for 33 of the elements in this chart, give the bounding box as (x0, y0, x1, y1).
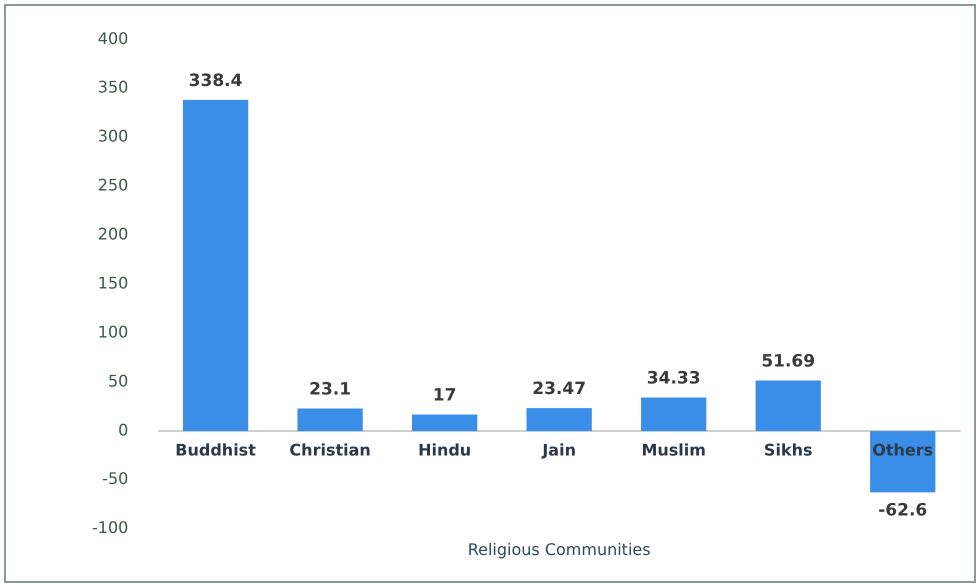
bar (182, 100, 248, 432)
data-label: 338.4 (188, 70, 243, 91)
y-tick-label: 50 (108, 371, 128, 390)
x-tick-label: Sikhs (764, 440, 812, 460)
data-label: 51.69 (761, 351, 816, 372)
bar (870, 431, 936, 492)
y-tick-label: 250 (98, 176, 128, 195)
x-tick-label: Jain (541, 440, 576, 460)
y-tick-label: 200 (98, 224, 128, 244)
data-label: 23.47 (532, 379, 586, 400)
x-tick-label: Others (872, 440, 934, 460)
y-tick-label: 100 (98, 322, 128, 342)
y-tick-label: -50 (102, 469, 128, 488)
bar (412, 414, 478, 432)
y-tick-label: 400 (98, 28, 128, 48)
y-tick-label: -100 (92, 518, 128, 538)
data-label: 17 (432, 385, 456, 406)
y-tick-label: 0 (118, 420, 128, 440)
bar (641, 398, 706, 432)
data-label: 23.1 (309, 379, 352, 400)
bar (297, 408, 363, 432)
bar (526, 408, 592, 432)
y-tick-label: 350 (98, 78, 128, 97)
y-tick-label: 150 (98, 273, 128, 292)
x-tick-label: Buddhist (175, 440, 256, 460)
x-tick-label: Hindu (418, 440, 472, 460)
y-tick-label: 300 (98, 126, 128, 146)
data-label: 34.33 (646, 368, 701, 388)
x-tick-label: Muslim (641, 440, 706, 460)
x-axis-title: Religious Communities (468, 540, 651, 560)
x-tick-label: Christian (289, 440, 371, 460)
data-label: -62.6 (878, 500, 928, 520)
bar (756, 380, 821, 432)
